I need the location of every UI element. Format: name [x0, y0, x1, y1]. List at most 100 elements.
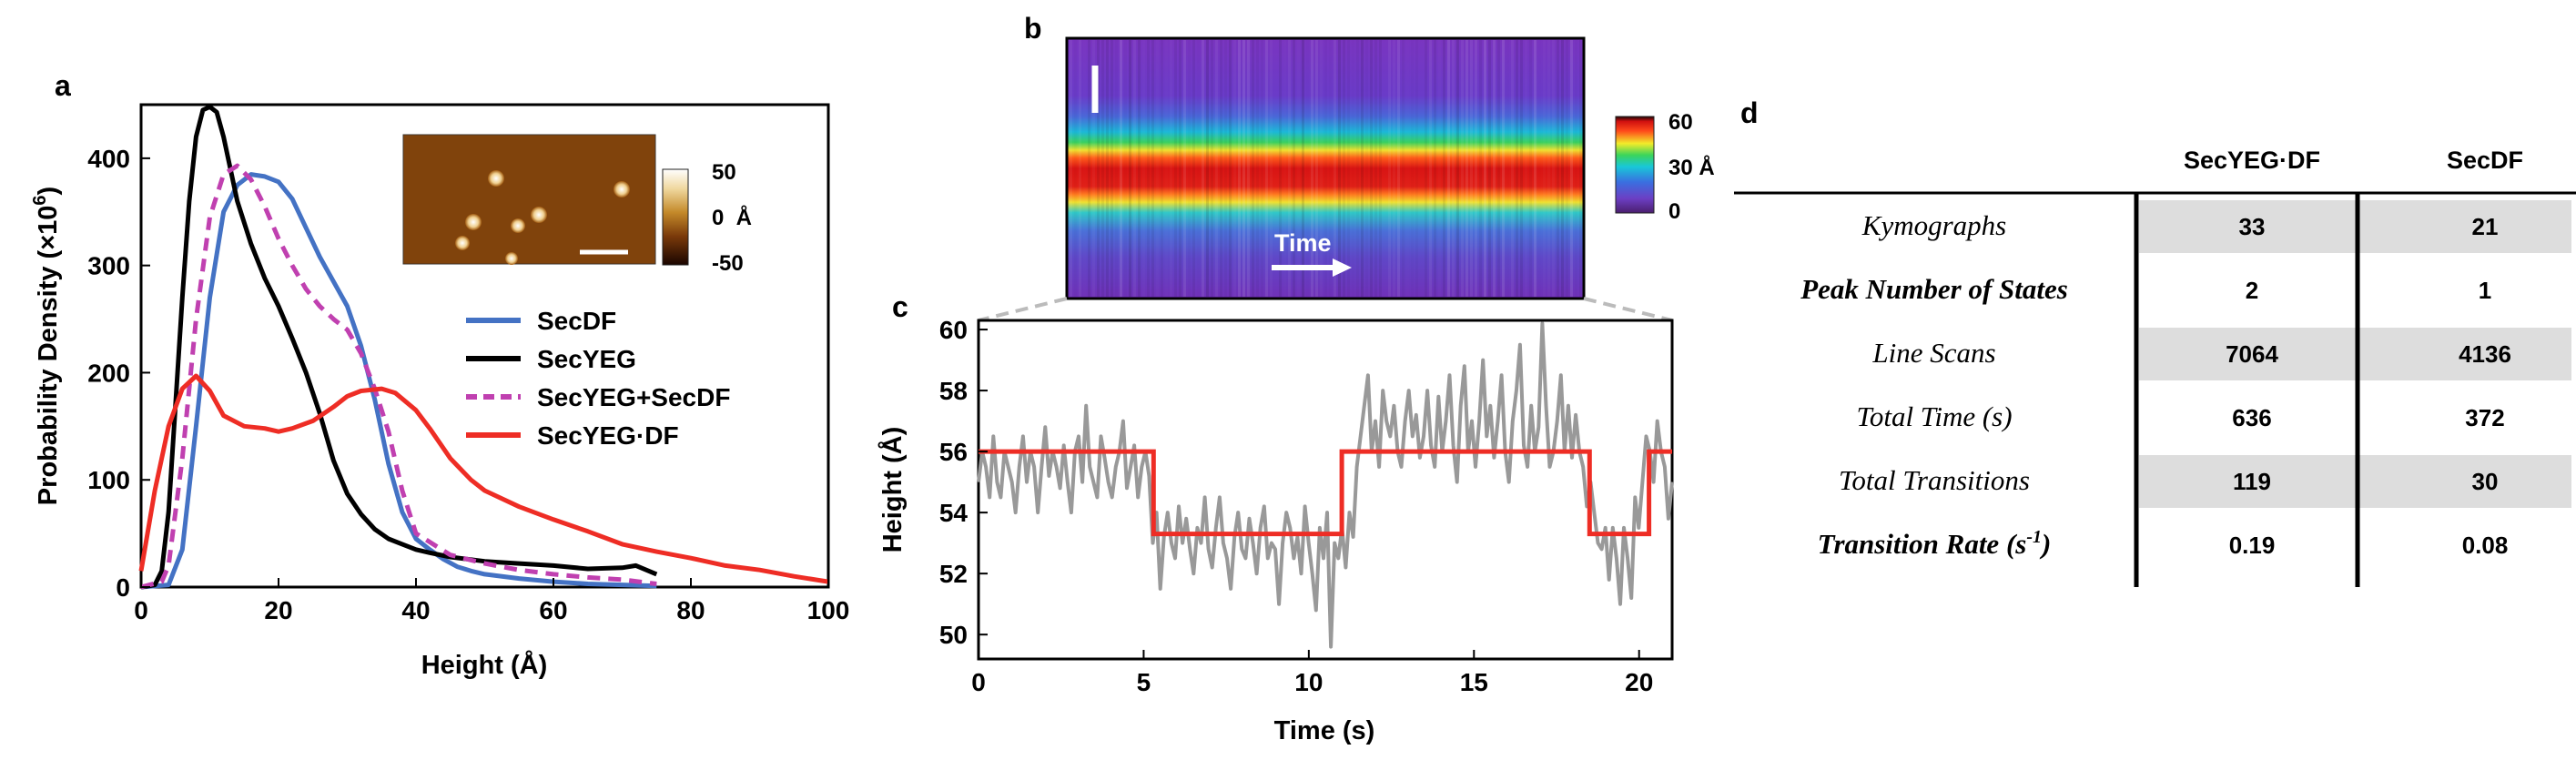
table-cell-value: 21: [2472, 213, 2499, 240]
table-column-header: SecDF: [2447, 147, 2523, 174]
kymograph-texture-stripe: [1147, 40, 1150, 297]
kymograph-texture-stripe: [1497, 40, 1500, 297]
kymograph-texture-stripe: [1479, 40, 1482, 297]
kymograph-texture-stripe: [1247, 40, 1250, 297]
kymograph-texture-stripe: [1384, 40, 1386, 297]
kymograph-texture-stripe: [1106, 40, 1109, 297]
y-tick-label: 52: [939, 560, 968, 588]
kymograph-texture-stripe: [1070, 40, 1072, 297]
afm-image: [402, 134, 656, 265]
afm-particle: [531, 207, 547, 223]
table-cell-value: 0.08: [2462, 532, 2509, 559]
kymograph-texture-stripe: [1343, 40, 1345, 297]
kymograph-texture-stripe: [1151, 40, 1154, 297]
afm-image-shade: [403, 135, 655, 264]
kymograph-texture-stripe: [1488, 40, 1491, 297]
kymograph-texture-stripe: [1283, 40, 1286, 297]
table-row-label: Transition Rate (s-1): [1818, 527, 2052, 560]
kymograph-texture-stripe: [1138, 40, 1141, 297]
afm-colorbar-tick: 50: [712, 160, 736, 185]
chart-c-ticks: 0 5 10 15 20 50 52 54 56 58 60: [939, 316, 1653, 696]
panel-label-b: b: [1024, 12, 1042, 45]
kymograph-texture-stripe: [1347, 40, 1350, 297]
y-tick-label: 300: [87, 252, 130, 280]
kymograph-texture-stripe: [1529, 40, 1532, 297]
table-cell-value: 4136: [2459, 340, 2511, 368]
kymograph-texture-stripe: [1111, 40, 1113, 297]
chart-c: 0 5 10 15 20 50 52 54 56 58 60 Time (s) Height (Å): [877, 316, 1674, 745]
kymograph-texture-stripe: [1161, 40, 1163, 297]
kymograph-texture-stripe: [1288, 40, 1291, 297]
legend-label-secyeg-secdf: SecYEG+SecDF: [537, 383, 730, 411]
kymograph-texture-stripe: [1220, 40, 1222, 297]
table-row-label: Peak Number of States: [1800, 273, 2068, 305]
kymograph-texture-stripe: [1447, 40, 1450, 297]
kymograph-texture-stripe: [1165, 40, 1168, 297]
afm-particle: [614, 181, 630, 198]
y-tick-label: 200: [87, 359, 130, 387]
x-tick-label: 10: [1294, 668, 1323, 696]
kymograph-texture-stripe: [1484, 40, 1486, 297]
chart-a-series-group: [138, 104, 829, 590]
kymograph-texture-stripe: [1242, 40, 1245, 297]
y-tick-label: 0: [116, 573, 130, 602]
legend-label-secdf: SecDF: [537, 307, 616, 335]
kymograph-texture-stripe: [1233, 40, 1236, 297]
kymograph-texture-stripe: [1338, 40, 1341, 297]
kymograph: Time 60 30 Å 0: [1065, 36, 1715, 300]
kymograph-texture-stripe: [1397, 40, 1400, 297]
afm-colorbar: [662, 168, 689, 266]
kymograph-texture-stripe: [1274, 40, 1277, 297]
kymograph-texture-stripe: [1525, 40, 1527, 297]
kymograph-texture-stripe: [1252, 40, 1254, 297]
kymograph-texture-stripe: [1575, 40, 1577, 297]
x-tick-label: 15: [1460, 668, 1488, 696]
kymograph-texture-stripe: [1311, 40, 1313, 297]
y-tick-label: 60: [939, 316, 968, 344]
afm-colorbar-tick: 0 Å: [712, 205, 752, 230]
kymograph-frame: [1065, 36, 1586, 300]
kymograph-texture-stripe: [1374, 40, 1377, 297]
kymograph-texture-stripe: [1124, 40, 1127, 297]
kymograph-texture-stripe: [1547, 40, 1550, 297]
kymograph-texture-stripe: [1415, 40, 1418, 297]
chart-c-ylabel: Height (Å): [877, 427, 908, 553]
table-row-label: Kymographs: [1861, 209, 2006, 241]
kymograph-texture-stripe: [1461, 40, 1464, 297]
kymograph-texture-stripe: [1202, 40, 1204, 297]
afm-particle: [455, 236, 470, 250]
kymograph-texture-stripe: [1270, 40, 1273, 297]
chart-a: 0 20 40 60 80 100 0 100 200 300 400 Height (Å) Pro…: [30, 103, 849, 680]
kymograph-texture-stripe: [1211, 40, 1213, 297]
table-row-label: Total Time (s): [1856, 400, 2012, 432]
kymograph-texture-stripe: [1425, 40, 1427, 297]
afm-particle: [511, 218, 525, 233]
kymograph-texture-stripe: [1511, 40, 1514, 297]
kymograph-texture-stripe: [1538, 40, 1541, 297]
kymograph-texture-stripe: [1493, 40, 1496, 297]
afm-particle: [465, 214, 482, 230]
kymograph-texture-stripe: [1520, 40, 1523, 297]
y-tick-label: 58: [939, 377, 968, 405]
kymograph-colorbar-tick: 0: [1668, 199, 1680, 224]
table-cell-value: 119: [2233, 468, 2271, 495]
series-line-secdf: [140, 172, 657, 590]
kymograph-texture-stripe: [1279, 40, 1282, 297]
kymograph-texture-stripe: [1097, 40, 1100, 297]
kymograph-time-label: Time: [1274, 229, 1332, 257]
x-tick-label: 5: [1137, 668, 1151, 696]
kymograph-texture-stripe: [1406, 40, 1409, 297]
afm-particle: [505, 252, 518, 265]
x-tick-label: 0: [134, 596, 148, 624]
kymograph-texture-stripe: [1438, 40, 1441, 297]
y-tick-label: 100: [87, 466, 130, 494]
kymograph-texture-stripe: [1320, 40, 1323, 297]
table-cell-value: 636: [2232, 404, 2271, 431]
series-line-fit: [979, 449, 1672, 537]
kymograph-texture-stripe: [1297, 40, 1300, 297]
kymograph-texture: [1070, 40, 1582, 297]
kymograph-texture-stripe: [1557, 40, 1559, 297]
kymograph-texture-stripe: [1443, 40, 1445, 297]
kymograph-texture-stripe: [1229, 40, 1232, 297]
